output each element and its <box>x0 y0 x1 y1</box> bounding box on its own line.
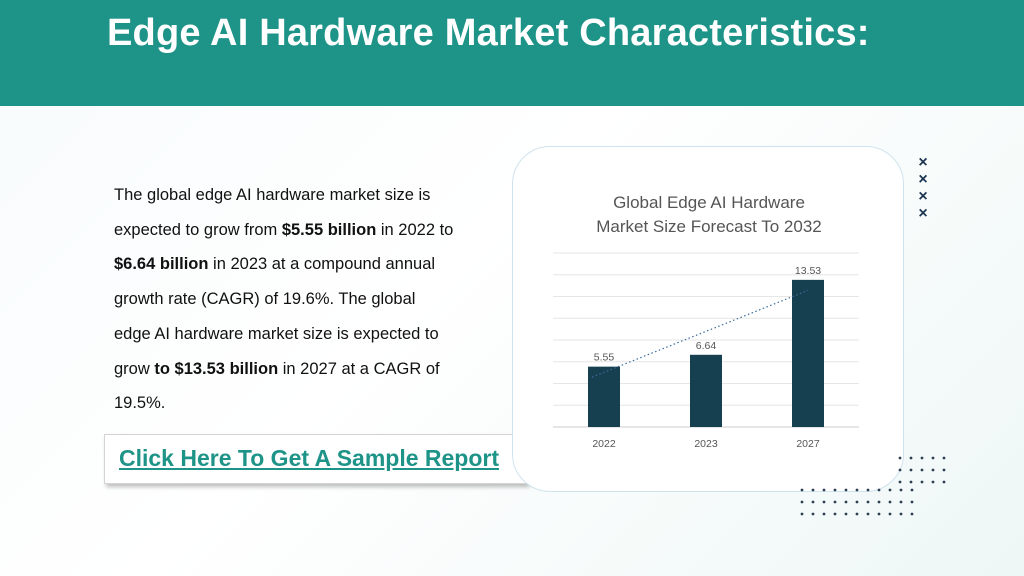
x-mark-icon: × <box>918 188 928 205</box>
dot <box>898 480 902 484</box>
dot <box>931 468 935 472</box>
header-bar: Edge AI Hardware Market Characteristics: <box>0 0 1024 106</box>
dot <box>931 480 935 484</box>
dot <box>942 468 946 472</box>
dot <box>855 500 859 504</box>
dot <box>909 480 913 484</box>
chart-title-line-1: Global Edge AI Hardware <box>613 193 805 212</box>
description-bold-2022-value: $5.55 billion <box>281 220 377 239</box>
dot <box>877 488 881 492</box>
dot-grid-decoration-bottom <box>800 488 914 516</box>
market-description: The global edge AI hardware market size … <box>114 178 454 421</box>
dot <box>910 488 914 492</box>
description-text-2: in 2022 to <box>376 220 454 239</box>
dot <box>822 512 826 516</box>
dot <box>888 500 892 504</box>
chart-card: Global Edge AI Hardware Market Size Fore… <box>512 146 904 492</box>
dot <box>855 488 859 492</box>
dot <box>800 500 804 504</box>
bar-chart: 5.55 2022 6.64 2023 13.53 2027 <box>553 252 859 450</box>
bar-2023 <box>690 354 722 427</box>
x-tick-label-2022: 2022 <box>592 438 616 450</box>
dot <box>833 500 837 504</box>
dot <box>800 512 804 516</box>
dot <box>844 488 848 492</box>
dot <box>811 488 815 492</box>
dot <box>822 488 826 492</box>
dot <box>920 468 924 472</box>
x-mark-icon: × <box>918 171 928 188</box>
description-text-3: in 2023 at a compound annual growth rate… <box>114 255 439 378</box>
dot <box>855 512 859 516</box>
trendline <box>591 289 809 378</box>
dot <box>866 512 870 516</box>
dot <box>811 500 815 504</box>
data-label-2022: 5.55 <box>594 352 615 364</box>
dot <box>910 512 914 516</box>
x-marks-decoration: × × × × <box>914 154 932 222</box>
dot <box>910 500 914 504</box>
dot <box>920 480 924 484</box>
data-label-2023: 6.64 <box>696 340 717 352</box>
chart-title-line-2: Market Size Forecast To 2032 <box>596 217 822 236</box>
dot <box>811 512 815 516</box>
dot <box>844 500 848 504</box>
dot <box>800 488 804 492</box>
page-title: Edge AI Hardware Market Characteristics: <box>107 12 870 54</box>
x-mark-icon: × <box>918 205 928 222</box>
chart-title: Global Edge AI Hardware Market Size Fore… <box>513 191 905 239</box>
dot <box>899 500 903 504</box>
dot <box>822 500 826 504</box>
dot <box>920 456 924 460</box>
dot <box>888 488 892 492</box>
description-text-4: in 2027 at a CAGR of 19.5%. <box>114 359 440 413</box>
description-bold-2027-value: to $13.53 billion <box>154 359 279 378</box>
dot <box>942 456 946 460</box>
dot <box>833 488 837 492</box>
dot <box>898 468 902 472</box>
data-label-2027: 13.53 <box>795 265 821 277</box>
dot <box>942 480 946 484</box>
dot <box>844 512 848 516</box>
dot <box>899 488 903 492</box>
dot <box>931 456 935 460</box>
sample-report-link[interactable]: Click Here To Get A Sample Report <box>119 445 500 471</box>
dot <box>899 512 903 516</box>
dot <box>833 512 837 516</box>
dot-grid-decoration-right <box>898 456 946 484</box>
dot <box>888 512 892 516</box>
x-mark-icon: × <box>918 154 928 171</box>
description-text-1: The global edge AI hardware market size … <box>114 186 431 239</box>
dot <box>898 456 902 460</box>
dot <box>866 500 870 504</box>
dot <box>909 468 913 472</box>
bar-2022 <box>588 366 620 427</box>
description-bold-2023-value: $6.64 billion <box>114 255 209 274</box>
dot <box>909 456 913 460</box>
dot <box>877 500 881 504</box>
sample-report-button[interactable]: Click Here To Get A Sample Report <box>104 434 528 484</box>
dot <box>866 488 870 492</box>
dot <box>877 512 881 516</box>
x-tick-label-2023: 2023 <box>694 438 718 450</box>
bar-2027 <box>792 279 824 427</box>
x-tick-label-2027: 2027 <box>796 438 820 450</box>
